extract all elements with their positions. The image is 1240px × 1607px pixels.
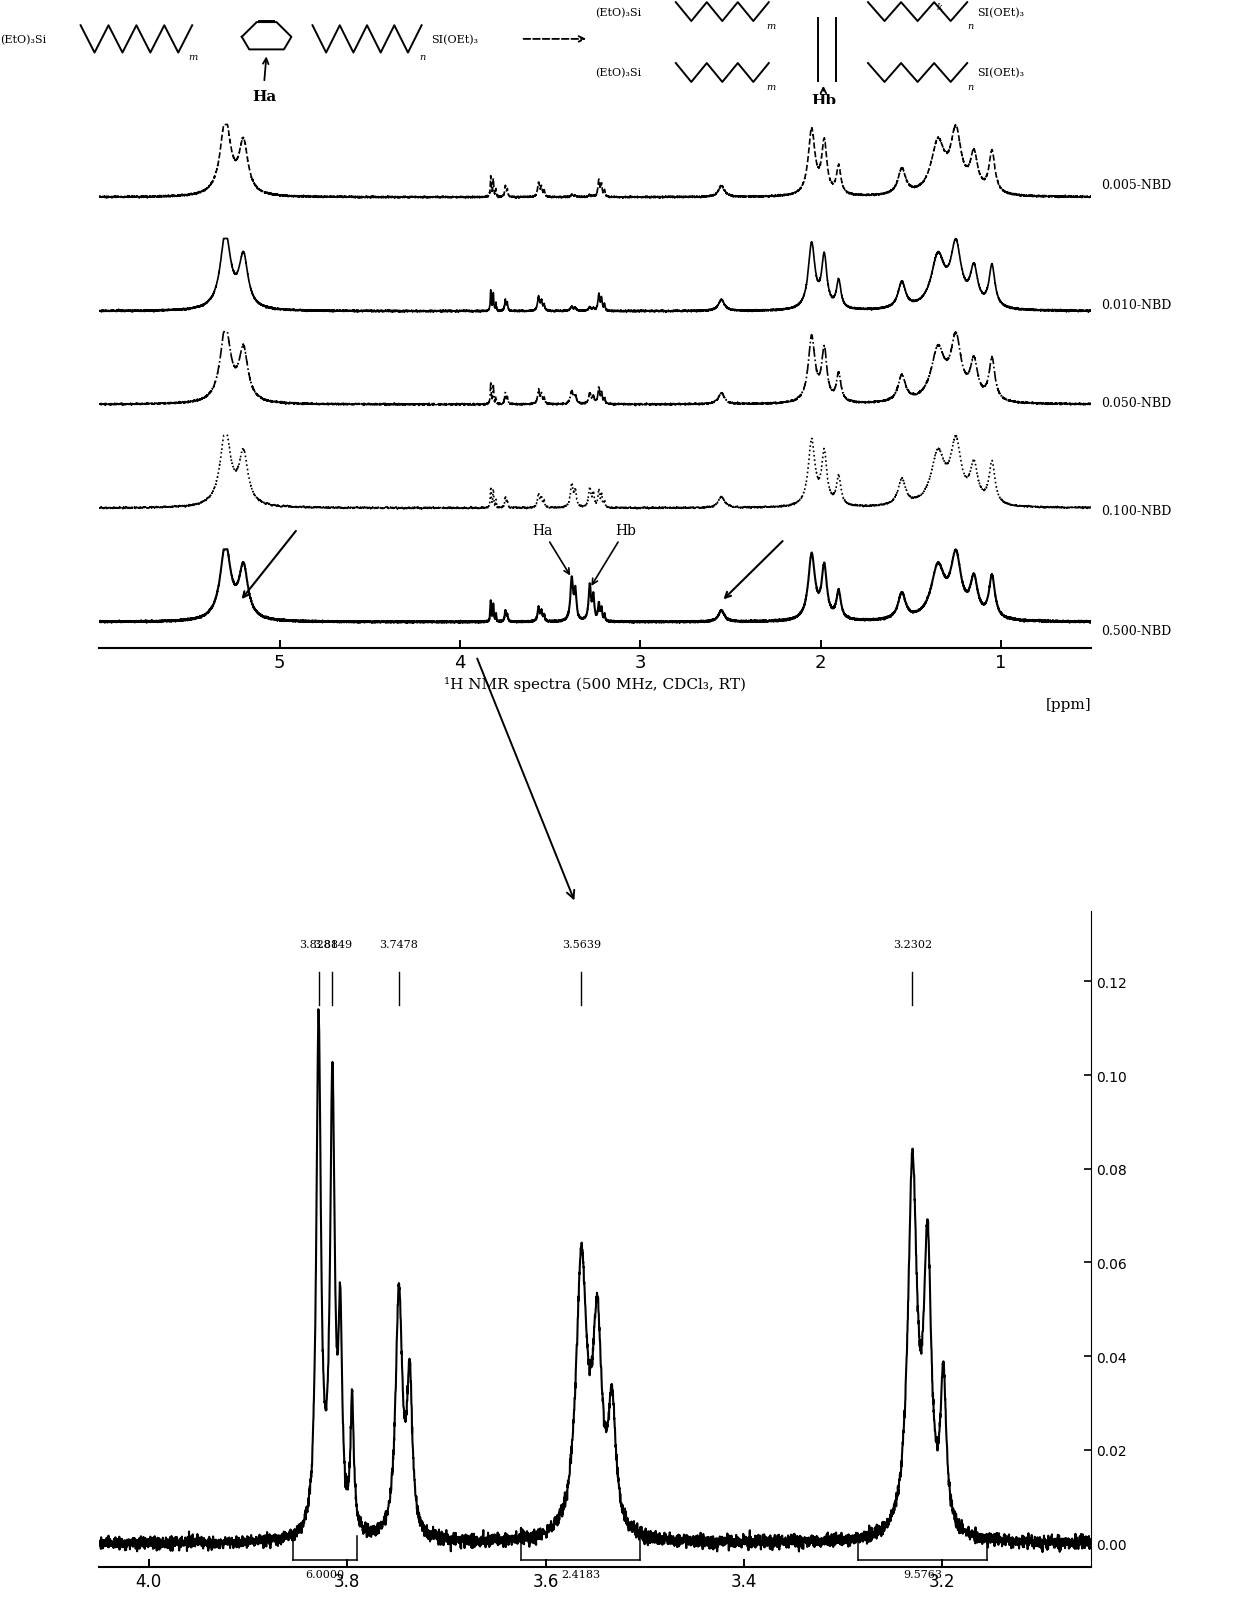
Text: Hb: Hb	[811, 93, 836, 108]
Text: Hb: Hb	[593, 524, 636, 585]
Text: 3.5639: 3.5639	[562, 938, 601, 950]
Text: 3.8288: 3.8288	[299, 938, 339, 950]
Text: n: n	[967, 22, 973, 31]
Text: m: m	[188, 53, 197, 63]
Text: k: k	[936, 3, 942, 11]
Text: 0.500-NBD: 0.500-NBD	[1101, 625, 1172, 638]
Text: SI(OEt)₃: SI(OEt)₃	[977, 8, 1024, 18]
Text: 0.050-NBD: 0.050-NBD	[1101, 397, 1172, 410]
Text: 0.100-NBD: 0.100-NBD	[1101, 505, 1172, 517]
Text: (EtO)₃Si: (EtO)₃Si	[595, 69, 641, 79]
Text: n: n	[967, 82, 973, 92]
Text: 6.0000: 6.0000	[305, 1568, 345, 1580]
Text: 3.8149: 3.8149	[312, 938, 352, 950]
Text: m: m	[766, 82, 775, 92]
X-axis label: ¹H NMR spectra (500 MHz, CDCl₃, RT): ¹H NMR spectra (500 MHz, CDCl₃, RT)	[444, 677, 746, 693]
Text: 9.5763: 9.5763	[903, 1568, 942, 1580]
Text: [ppm]: [ppm]	[1045, 697, 1091, 712]
Text: SI(OEt)₃: SI(OEt)₃	[432, 35, 479, 45]
Text: Ha: Ha	[252, 90, 277, 103]
Text: (EtO)₃Si: (EtO)₃Si	[0, 35, 46, 45]
Text: Ha: Ha	[532, 524, 569, 575]
Text: (EtO)₃Si: (EtO)₃Si	[595, 8, 641, 18]
Text: 0.010-NBD: 0.010-NBD	[1101, 299, 1172, 312]
Text: 2.4183: 2.4183	[560, 1568, 600, 1580]
Text: SI(OEt)₃: SI(OEt)₃	[977, 69, 1024, 79]
Text: 0.005-NBD: 0.005-NBD	[1101, 178, 1172, 191]
Text: m: m	[766, 22, 775, 31]
Text: 3.7478: 3.7478	[379, 938, 418, 950]
Text: n: n	[419, 53, 425, 63]
Text: 3.2302: 3.2302	[893, 938, 932, 950]
